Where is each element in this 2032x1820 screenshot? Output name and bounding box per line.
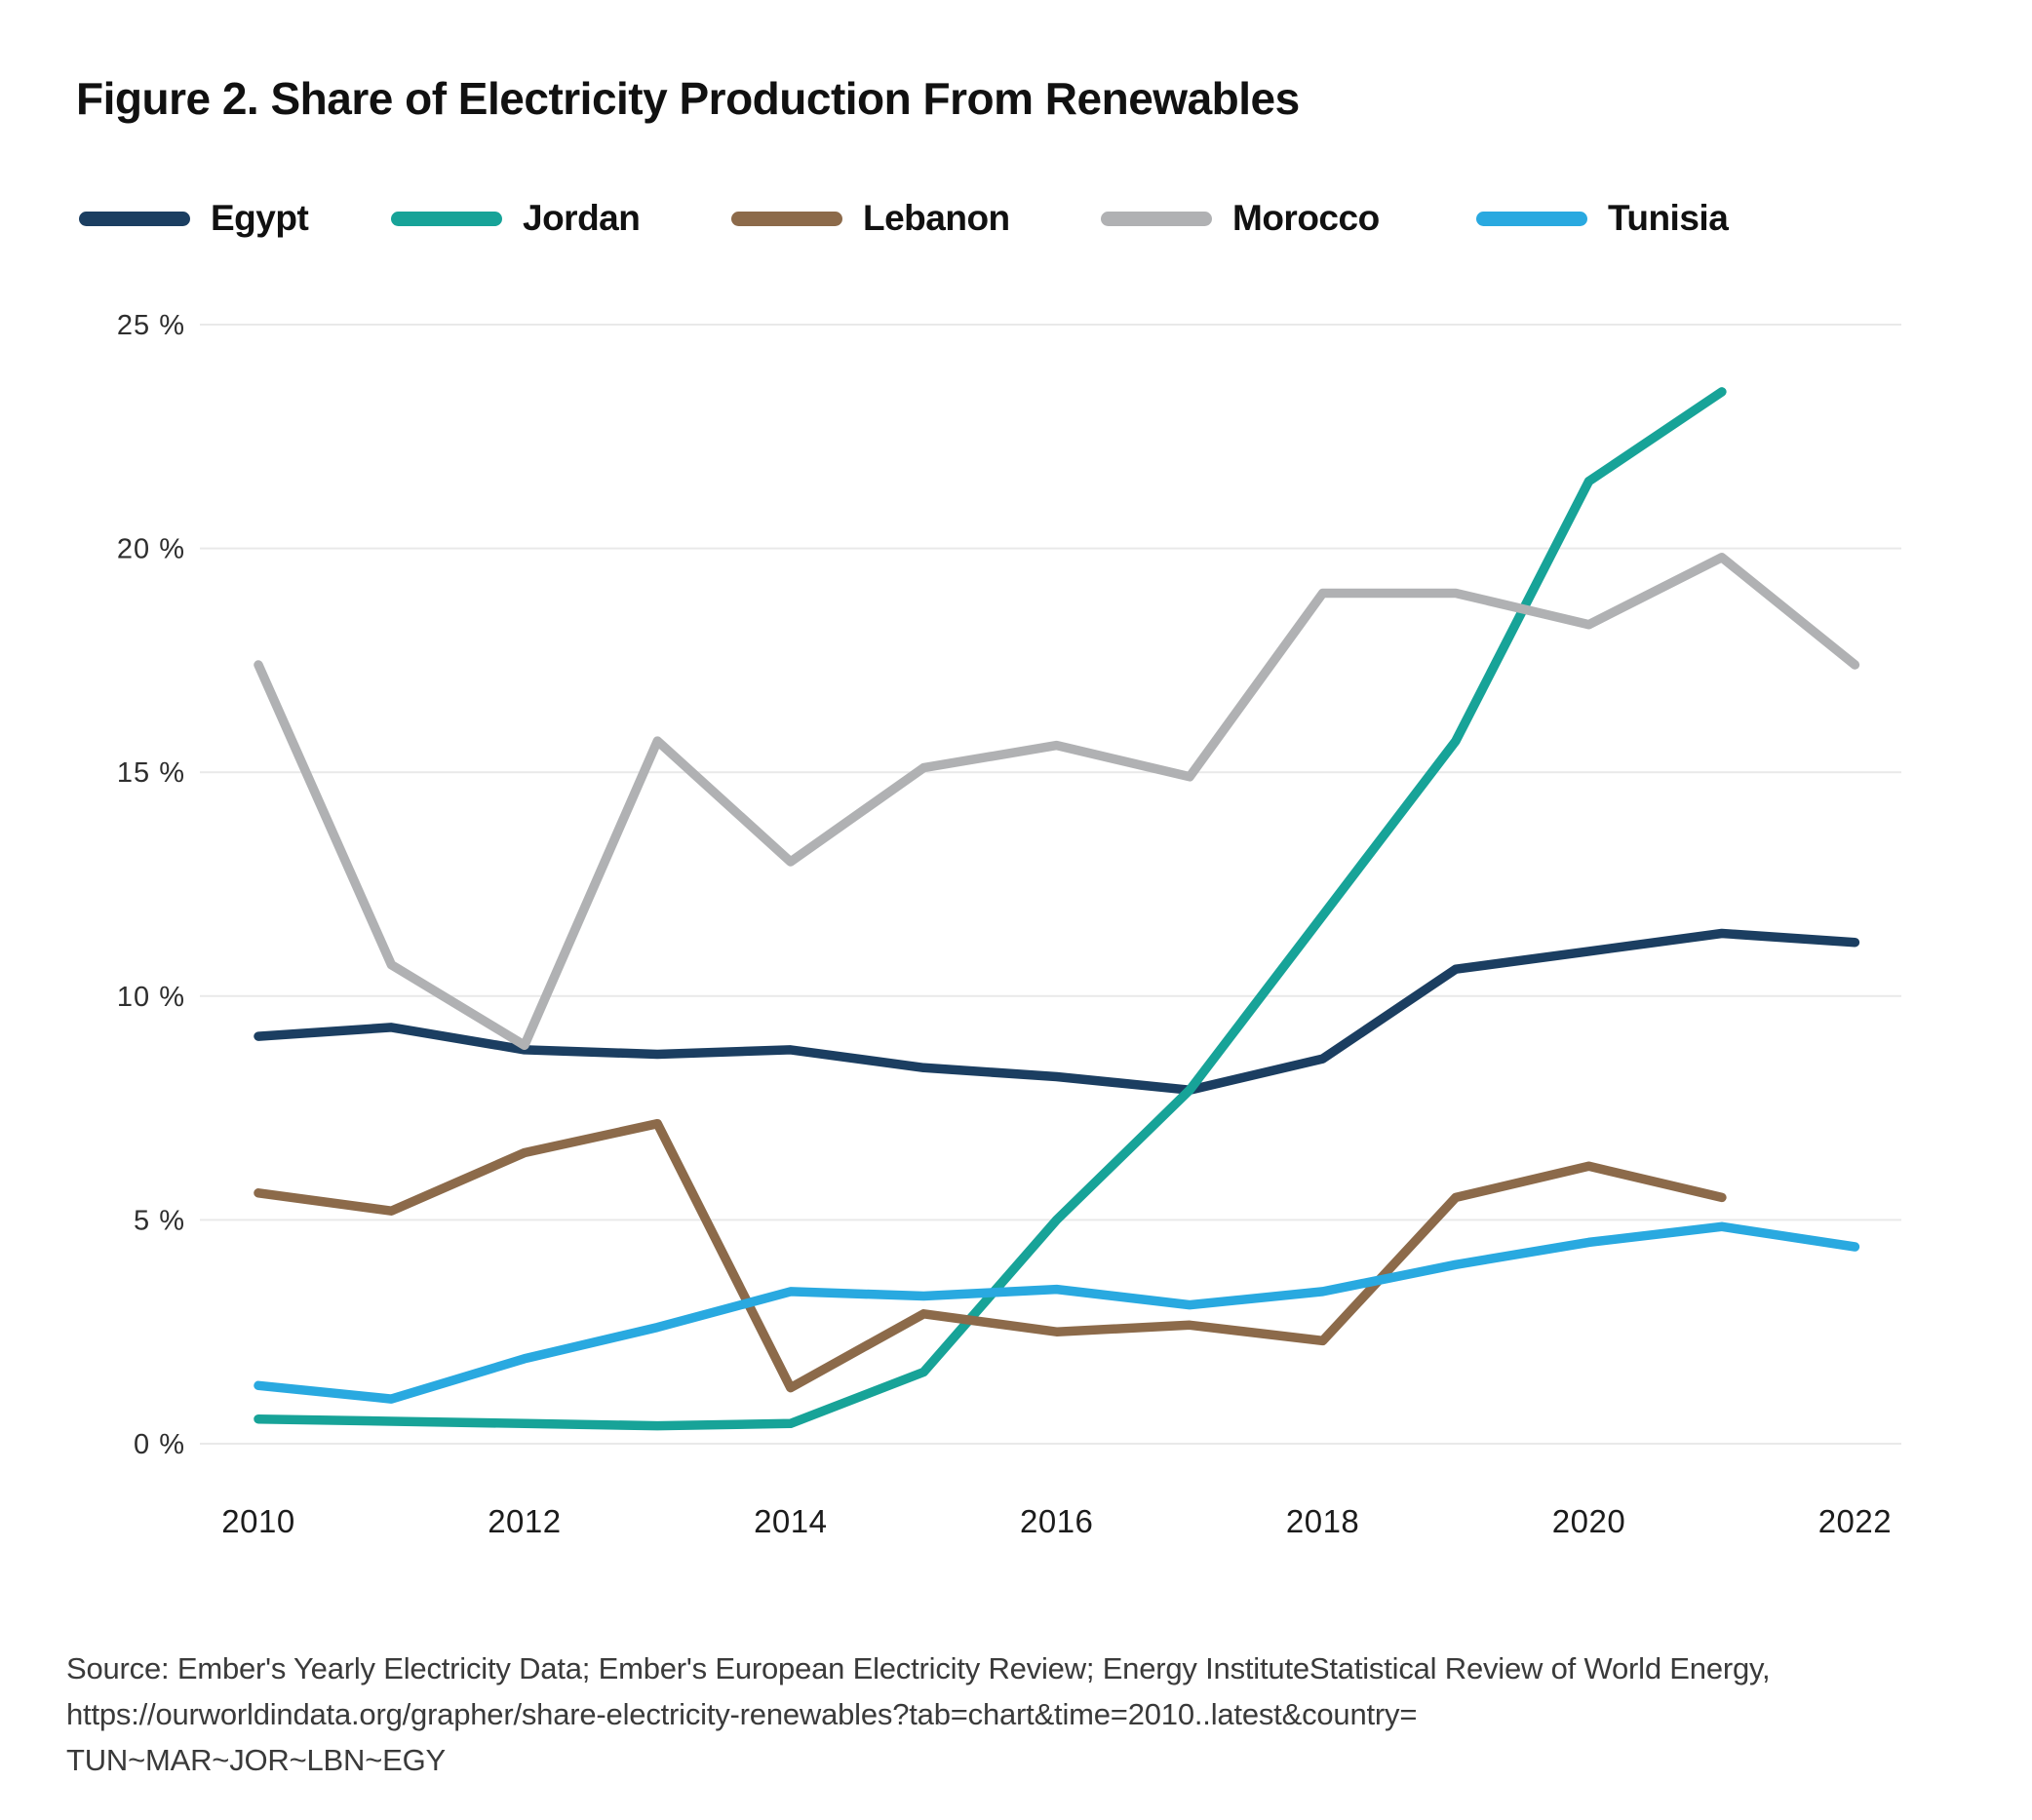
y-axis-tick-label: 15 % <box>117 757 185 789</box>
figure-title: Figure 2. Share of Electricity Productio… <box>76 73 1300 124</box>
legend-item-lebanon: Lebanon <box>731 195 1010 242</box>
x-axis-tick-label: 2018 <box>1286 1503 1359 1539</box>
legend-label: Morocco <box>1232 198 1380 238</box>
x-axis-tick-label: 2012 <box>488 1503 561 1539</box>
y-axis-tick-label: 0 % <box>134 1429 185 1460</box>
source-line-3: TUN~MAR~JOR~LBN~EGY <box>66 1743 446 1777</box>
y-axis-tick-label: 25 % <box>117 310 185 341</box>
y-axis-tick-label: 10 % <box>117 982 185 1013</box>
legend-item-egypt: Egypt <box>79 195 309 242</box>
source-note: Source: Ember's Yearly Electricity Data;… <box>66 1646 2007 1783</box>
legend-swatch <box>79 211 190 226</box>
x-axis-tick-label: 2014 <box>754 1503 827 1539</box>
legend-swatch <box>731 211 842 226</box>
series-line-jordan <box>254 387 1727 1431</box>
legend-label: Jordan <box>523 198 641 238</box>
source-line-2: https://ourworldindata.org/grapher/share… <box>66 1697 1418 1731</box>
legend-label: Tunisia <box>1608 198 1729 238</box>
series-line-egypt <box>254 928 1860 1095</box>
chart-legend: Egypt Jordan Lebanon Morocco Tunisia <box>0 195 2032 242</box>
series-line-morocco <box>254 553 1860 1051</box>
y-axis-tick-label: 5 % <box>134 1205 185 1236</box>
x-axis-tick-label: 2010 <box>221 1503 294 1539</box>
legend-item-tunisia: Tunisia <box>1476 195 1729 242</box>
x-axis-tick-label: 2016 <box>1020 1503 1093 1539</box>
legend-label: Lebanon <box>863 198 1010 238</box>
x-axis-tick-label: 2020 <box>1552 1503 1625 1539</box>
legend-item-jordan: Jordan <box>391 195 641 242</box>
y-axis-tick-label: 20 % <box>117 534 185 565</box>
chart-svg: 25 % 20 % 15 % 10 % 5 % 0 % 2010 2012 2014 2016 20… <box>117 310 1901 1539</box>
series-line-lebanon <box>254 1118 1727 1393</box>
legend-item-morocco: Morocco <box>1101 195 1380 242</box>
legend-swatch <box>1476 211 1587 226</box>
legend-swatch <box>1101 211 1212 226</box>
series-line-tunisia <box>254 1221 1860 1404</box>
x-axis-tick-label: 2022 <box>1818 1503 1892 1539</box>
source-line-1: Source: Ember's Yearly Electricity Data;… <box>66 1651 1771 1685</box>
legend-label: Egypt <box>211 198 309 238</box>
legend-swatch <box>391 211 502 226</box>
